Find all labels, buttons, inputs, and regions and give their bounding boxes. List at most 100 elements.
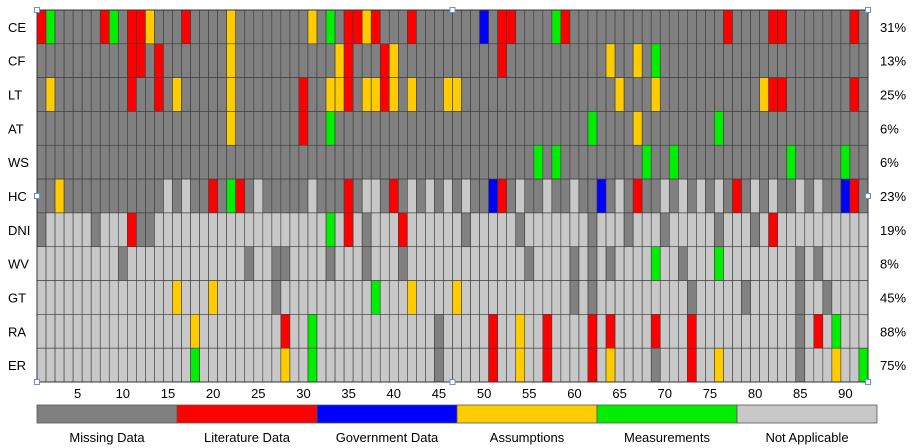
cell-er-29 [289, 347, 300, 383]
cell-hc-22 [226, 178, 237, 214]
cell-wv-15 [163, 246, 173, 281]
cell-lt-22 [226, 77, 237, 112]
cell-lt-35 [343, 77, 354, 112]
cell-wv-92 [858, 246, 869, 281]
cell-ce-7 [90, 9, 101, 45]
cell-hc-82 [768, 178, 778, 214]
cell-cf-63 [596, 43, 607, 78]
cell-ws-60 [569, 144, 580, 180]
cell-at-11 [127, 111, 137, 146]
cell-ra-63 [596, 314, 607, 349]
cell-lt-87 [813, 77, 824, 112]
cell-ce-30 [298, 9, 309, 45]
cell-dni-53 [506, 212, 517, 248]
cell-at-90 [840, 111, 851, 146]
cell-ws-86 [804, 144, 815, 180]
cell-hc-73 [687, 178, 697, 214]
cell-hc-55 [524, 178, 535, 214]
cell-lt-74 [696, 77, 706, 112]
cell-cf-84 [786, 43, 797, 78]
cell-wv-40 [388, 246, 399, 281]
cell-ce-22 [226, 9, 237, 45]
cell-hc-78 [732, 178, 742, 214]
cell-er-55 [524, 347, 535, 383]
cell-at-2 [45, 111, 56, 146]
cell-at-32 [316, 111, 327, 146]
cell-wv-70 [659, 246, 670, 281]
cell-cf-62 [587, 43, 598, 78]
cell-gt-39 [379, 280, 390, 315]
x-tick-label: 30 [296, 386, 310, 401]
cell-ws-40 [388, 144, 399, 180]
cell-ce-77 [723, 9, 733, 45]
cell-wv-85 [795, 246, 806, 281]
cell-ce-59 [560, 9, 571, 45]
cell-lt-7 [90, 77, 101, 112]
cell-ra-46 [443, 314, 453, 349]
cell-cf-85 [795, 43, 806, 78]
cell-ce-44 [425, 9, 435, 45]
cell-wv-72 [678, 246, 688, 281]
cell-lt-69 [650, 77, 661, 112]
cell-ra-35 [343, 314, 354, 349]
cell-at-6 [81, 111, 92, 146]
cell-at-61 [578, 111, 589, 146]
cell-gt-68 [641, 280, 652, 315]
legend-label-measurements: Measurements [624, 430, 710, 445]
cell-hc-56 [533, 178, 544, 214]
cell-ws-59 [560, 144, 571, 180]
cell-er-49 [470, 347, 480, 383]
cell-dni-51 [488, 212, 498, 248]
cell-ce-57 [542, 9, 553, 45]
cell-dni-74 [696, 212, 706, 248]
cell-lt-1 [36, 77, 47, 112]
cell-ws-48 [461, 144, 471, 180]
cell-er-13 [145, 347, 155, 383]
cell-ws-19 [199, 144, 209, 180]
cell-gt-4 [63, 280, 74, 315]
x-tick-label: 50 [477, 386, 491, 401]
cell-cf-21 [217, 43, 227, 78]
cell-ra-10 [117, 314, 128, 349]
cell-at-1 [36, 111, 47, 146]
cell-wv-17 [181, 246, 191, 281]
cell-dni-89 [831, 212, 842, 248]
cell-gt-58 [551, 280, 562, 315]
cell-wv-20 [208, 246, 218, 281]
cell-lt-41 [397, 77, 408, 112]
cell-dni-52 [497, 212, 507, 248]
cell-gt-55 [524, 280, 535, 315]
cell-wv-78 [732, 246, 742, 281]
cell-at-76 [714, 111, 724, 146]
cell-ce-26 [262, 9, 273, 45]
cell-ws-65 [614, 144, 625, 180]
cell-er-32 [316, 347, 327, 383]
cell-wv-8 [99, 246, 110, 281]
cell-at-55 [524, 111, 535, 146]
cell-wv-30 [298, 246, 309, 281]
cell-hc-51 [488, 178, 498, 214]
cell-gt-19 [199, 280, 209, 315]
cell-ws-20 [208, 144, 218, 180]
cell-hc-83 [777, 178, 787, 214]
cell-cf-37 [361, 43, 372, 78]
cell-dni-10 [117, 212, 128, 248]
cell-at-65 [614, 111, 625, 146]
cell-er-77 [723, 347, 733, 383]
cell-wv-58 [551, 246, 562, 281]
x-tick-label: 40 [387, 386, 401, 401]
cell-ra-11 [127, 314, 137, 349]
cell-dni-73 [687, 212, 697, 248]
cell-er-28 [280, 347, 291, 383]
cell-ra-42 [407, 314, 417, 349]
cell-at-42 [407, 111, 417, 146]
cell-cf-77 [723, 43, 733, 78]
cell-dni-88 [822, 212, 833, 248]
cell-er-15 [163, 347, 173, 383]
cell-ce-81 [759, 9, 769, 45]
cell-wv-53 [506, 246, 517, 281]
cell-ce-58 [551, 9, 562, 45]
cell-cf-81 [759, 43, 769, 78]
cell-wv-1 [36, 246, 47, 281]
cell-cf-31 [307, 43, 318, 78]
